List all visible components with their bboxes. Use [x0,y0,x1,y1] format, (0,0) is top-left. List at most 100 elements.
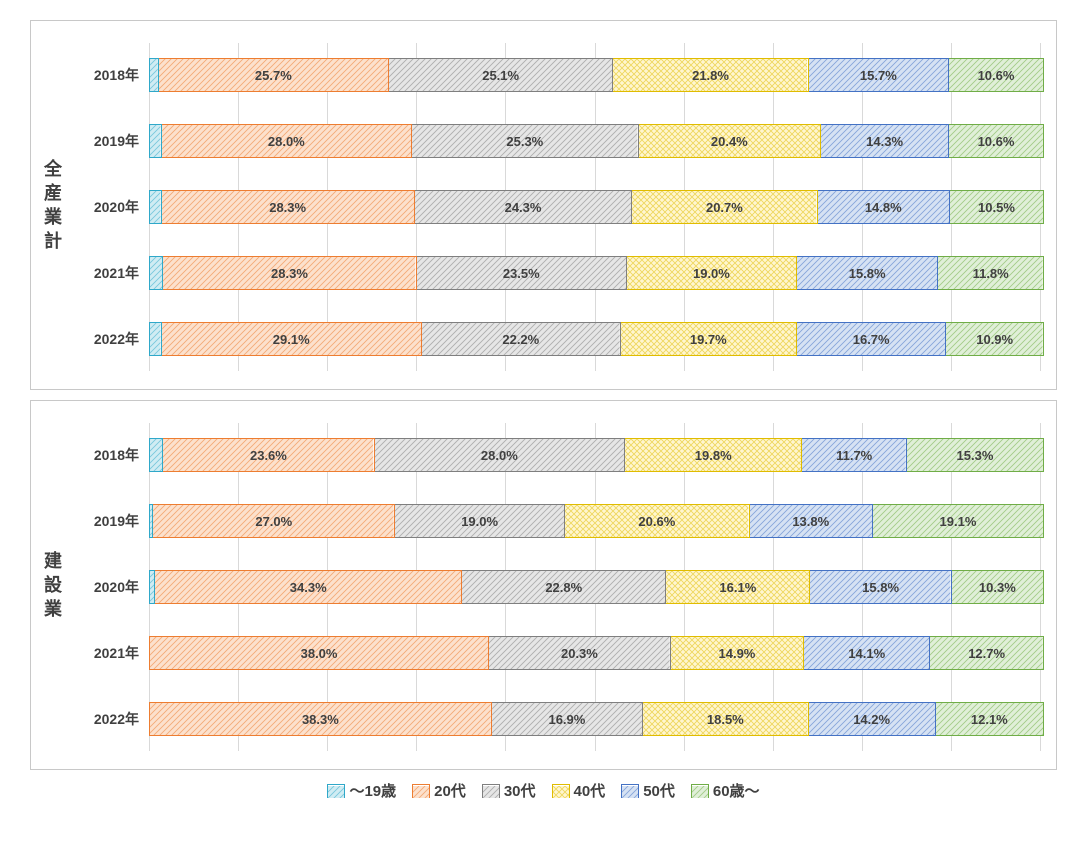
segment-value-label: 14.3% [866,134,903,149]
panels-area: 全産業計2018年25.7%25.1%21.8%15.7%10.6%2019年2… [30,20,1057,770]
segment-value-label: 22.2% [502,332,539,347]
segment-value-label: 21.8% [692,68,729,83]
segment-value-label: 24.3% [505,200,542,215]
segment-value-label: 22.8% [545,580,582,595]
bar-segment-s20: 38.0% [149,636,489,670]
rows-area: 2018年23.6%28.0%19.8%11.7%15.3%2019年27.0%… [69,417,1044,757]
segment-value-label: 10.5% [978,200,1015,215]
bar-segment-s20: 28.3% [163,256,416,290]
legend-swatch [552,784,570,798]
bar-row: 2021年38.0% 20.3% 14.9% 14.1% 12.7% [69,625,1044,681]
segment-value-label: 13.8% [792,514,829,529]
bar-segment-u19 [149,190,162,224]
segment-value-label: 23.5% [503,266,540,281]
bar-segment-u19 [149,322,162,356]
segment-value-label: 19.0% [693,266,730,281]
bar-row: 2020年34.3%22.8%16.1%15.8%10.3% [69,559,1044,615]
bar-segment-s40: 19.7% [621,322,797,356]
bar-segment-s50: 11.7% [802,438,907,472]
segment-value-label: 25.1% [482,68,519,83]
legend-item: 30代 [482,780,536,801]
segment-value-label: 11.7% [836,448,872,463]
bar-segment-s30: 23.5% [417,256,627,290]
bar-segment-s60: 11.8% [938,256,1044,290]
row-label: 2018年 [69,445,149,465]
legend-label: ～19歳 [349,780,396,801]
segment-value-label: 10.6% [978,134,1015,149]
bar-segment-s30: 20.3% [489,636,671,670]
legend-item: 50代 [621,780,675,801]
bar-row: 2018年25.7%25.1%21.8%15.7%10.6% [69,47,1044,103]
bar-segment-u19 [149,256,163,290]
segment-value-label: 29.1% [273,332,310,347]
segment-value-label: 18.5% [707,712,744,727]
bar-segment-s40: 20.6% [565,504,749,538]
group-title: 建設業 [35,417,69,757]
row-label: 2021年 [69,263,149,283]
bar-segment-s30: 25.3% [412,124,638,158]
segment-value-label: 28.3% [269,200,306,215]
legend-label: 40代 [574,780,606,801]
bar-segment-u19 [149,438,163,472]
stacked-bar: 34.3%22.8%16.1%15.8%10.3% [149,570,1044,604]
bar-segment-s20: 38.3% [149,702,492,736]
bar-row: 2019年28.0%25.3%20.4%14.3%10.6% [69,113,1044,169]
segment-value-label: 15.7% [860,68,897,83]
segment-value-label: 16.7% [853,332,890,347]
chart-container: 全産業計2018年25.7%25.1%21.8%15.7%10.6%2019年2… [0,0,1087,856]
legend-item: 20代 [412,780,466,801]
bar-segment-s60: 10.9% [946,322,1044,356]
bar-segment-s60: 19.1% [873,504,1044,538]
bar-segment-s50: 14.8% [818,190,950,224]
rows-area: 2018年25.7%25.1%21.8%15.7%10.6%2019年28.0%… [69,37,1044,377]
segment-value-label: 12.1% [971,712,1008,727]
bar-segment-s50: 15.8% [810,570,951,604]
segment-value-label: 12.7% [968,646,1005,661]
segment-value-label: 10.6% [978,68,1015,83]
stacked-bar: 23.6%28.0%19.8%11.7%15.3% [149,438,1044,472]
bar-segment-s20: 28.3% [162,190,415,224]
bar-segment-u19 [149,58,159,92]
bar-segment-s50: 16.7% [797,322,946,356]
bar-segment-s30: 22.2% [422,322,621,356]
chart-panel: 建設業2018年23.6%28.0%19.8%11.7%15.3%2019年27… [30,400,1057,770]
segment-value-label: 14.9% [719,646,756,661]
stacked-bar: 25.7% 25.1% 21.8% 15.7% 10.6% [149,58,1044,92]
segment-value-label: 25.7% [255,68,292,83]
segment-value-label: 27.0% [255,514,292,529]
segment-value-label: 15.3% [957,448,994,463]
bar-segment-s60: 12.1% [936,702,1044,736]
legend-swatch [327,784,345,798]
bar-segment-s60: 15.3% [907,438,1044,472]
legend-label: 30代 [504,780,536,801]
legend-label: 20代 [434,780,466,801]
bar-segment-s20: 28.0% [162,124,413,158]
chart-panel: 全産業計2018年25.7%25.1%21.8%15.7%10.6%2019年2… [30,20,1057,390]
bar-segment-s60: 10.5% [950,190,1044,224]
segment-value-label: 28.0% [268,134,305,149]
segment-value-label: 23.6% [250,448,287,463]
legend-swatch [412,784,430,798]
stacked-bar: 28.3%24.3%20.7%14.8%10.5% [149,190,1044,224]
bar-segment-s60: 10.6% [949,58,1044,92]
bar-segment-s30: 24.3% [415,190,632,224]
segment-value-label: 15.8% [849,266,886,281]
segment-value-label: 20.3% [561,646,598,661]
row-label: 2022年 [69,709,149,729]
bar-segment-s60: 10.3% [952,570,1044,604]
legend-label: 50代 [643,780,675,801]
bar-segment-s40: 18.5% [643,702,809,736]
bar-segment-s40: 21.8% [613,58,808,92]
legend: ～19歳20代30代40代50代60歳～ [30,780,1057,803]
bar-row: 2018年23.6%28.0%19.8%11.7%15.3% [69,427,1044,483]
bar-segment-s50: 14.1% [804,636,930,670]
row-label: 2020年 [69,197,149,217]
segment-value-label: 16.9% [548,712,585,727]
segment-value-label: 20.6% [638,514,675,529]
row-label: 2021年 [69,643,149,663]
bar-segment-s30: 16.9% [492,702,643,736]
bar-segment-s60: 10.6% [949,124,1044,158]
legend-swatch [691,784,709,798]
stacked-bar: 28.3% 23.5% 19.0% 15.8% 11.8% [149,256,1044,290]
bar-segment-s50: 15.7% [809,58,950,92]
